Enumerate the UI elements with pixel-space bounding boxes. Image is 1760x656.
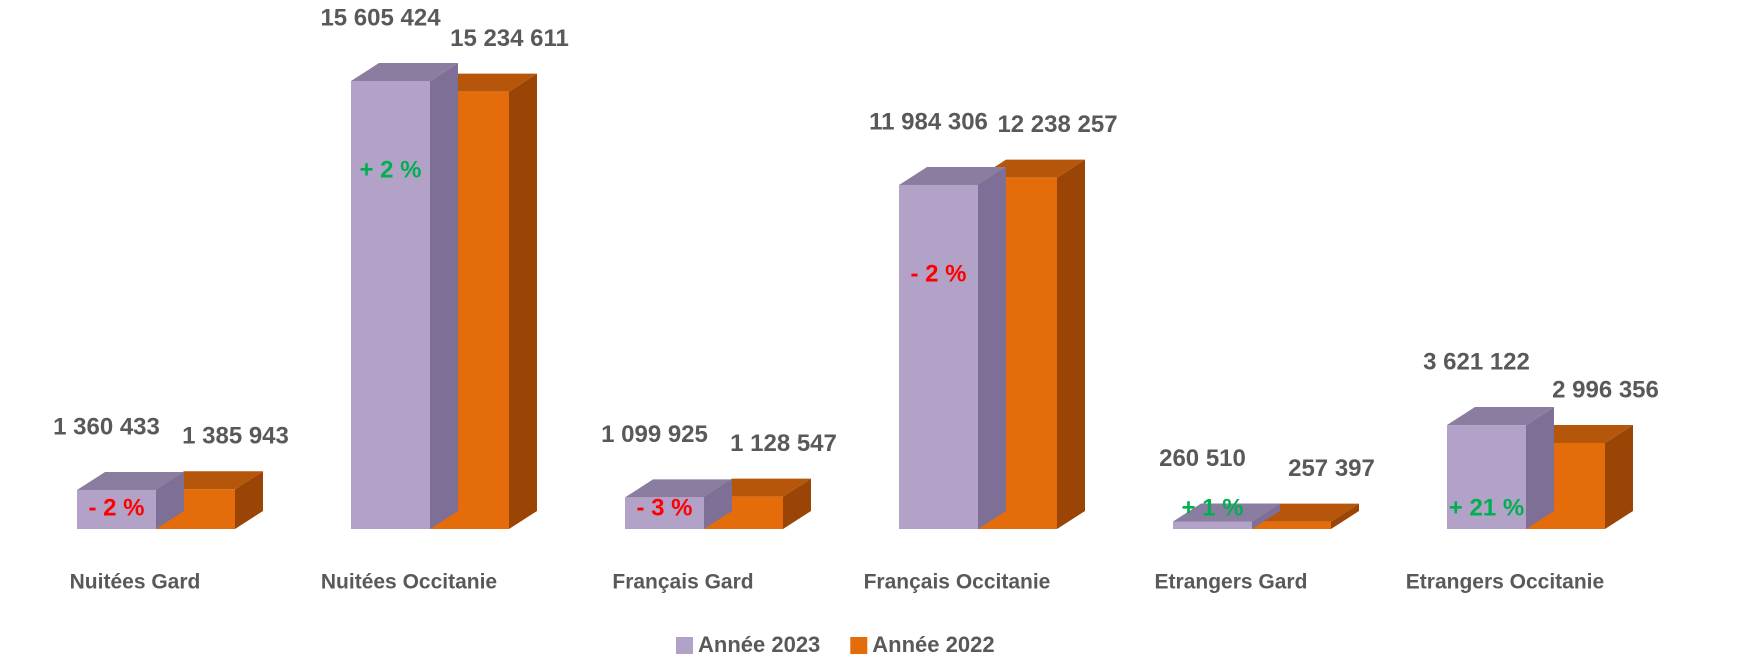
bar-top <box>77 471 184 490</box>
bar-side <box>1252 503 1280 529</box>
bar <box>899 166 1006 529</box>
value-label: 3 621 122 <box>1423 348 1530 375</box>
bar-side <box>235 471 263 529</box>
annotation: - 2 % <box>88 494 144 521</box>
bar-top <box>1173 503 1280 522</box>
value-label: 1 128 547 <box>730 430 837 457</box>
bar-side <box>156 471 184 529</box>
bar-side <box>978 166 1006 529</box>
value-label: 260 510 <box>1159 445 1246 472</box>
bar-side <box>1526 407 1554 529</box>
bar-top <box>351 63 458 81</box>
x-tick-label: Français Occitanie <box>864 571 1051 594</box>
annotation: + 21 % <box>1449 494 1524 521</box>
bar-front <box>899 184 978 529</box>
legend-swatch <box>850 637 868 654</box>
bar-front <box>77 489 156 529</box>
value-label: 257 397 <box>1288 455 1375 482</box>
bar-side <box>1605 424 1633 529</box>
bar-top <box>1447 407 1554 426</box>
value-label: 15 605 424 <box>320 4 441 31</box>
bar <box>625 479 732 529</box>
bar <box>978 159 1085 529</box>
annotation: - 3 % <box>636 494 692 521</box>
bar-side <box>704 479 732 529</box>
legend-label: Année 2023 <box>698 632 820 656</box>
bar-front <box>1173 521 1252 529</box>
bar-front <box>351 81 430 529</box>
bar-top <box>899 166 1006 185</box>
value-label: 1 385 943 <box>182 423 289 450</box>
bar <box>1173 503 1280 529</box>
bar-side <box>783 478 811 529</box>
value-label: 1 360 433 <box>53 413 160 440</box>
bar-side <box>1057 159 1085 529</box>
bar <box>1447 407 1554 529</box>
legend-swatch <box>676 637 693 654</box>
x-tick-label: Etrangers Gard <box>1155 571 1308 594</box>
bar-front <box>625 497 704 529</box>
bar <box>351 63 458 529</box>
bar-side <box>430 63 458 529</box>
value-label: 11 984 306 <box>869 108 988 135</box>
bar-side <box>1331 503 1359 529</box>
x-tick-label: Nuitées Gard <box>70 571 201 594</box>
legend-label: Année 2022 <box>872 632 994 656</box>
bar-side <box>509 73 537 529</box>
value-label: 12 238 257 <box>997 111 1117 138</box>
annotation: + 1 % <box>1181 494 1243 521</box>
value-label: 1 099 925 <box>601 421 708 448</box>
bar-top <box>625 479 732 498</box>
x-tick-label: Etrangers Occitanie <box>1406 571 1604 594</box>
annotation: - 2 % <box>910 260 966 287</box>
bar-front <box>1447 425 1526 529</box>
bar <box>77 471 184 529</box>
x-tick-label: Français Gard <box>612 571 753 594</box>
annotation: + 2 % <box>359 156 421 183</box>
value-label: 2 996 356 <box>1552 376 1659 403</box>
value-label: 15 234 611 <box>450 25 569 52</box>
x-tick-label: Nuitées Occitanie <box>321 571 497 594</box>
bar-front <box>1252 521 1331 529</box>
